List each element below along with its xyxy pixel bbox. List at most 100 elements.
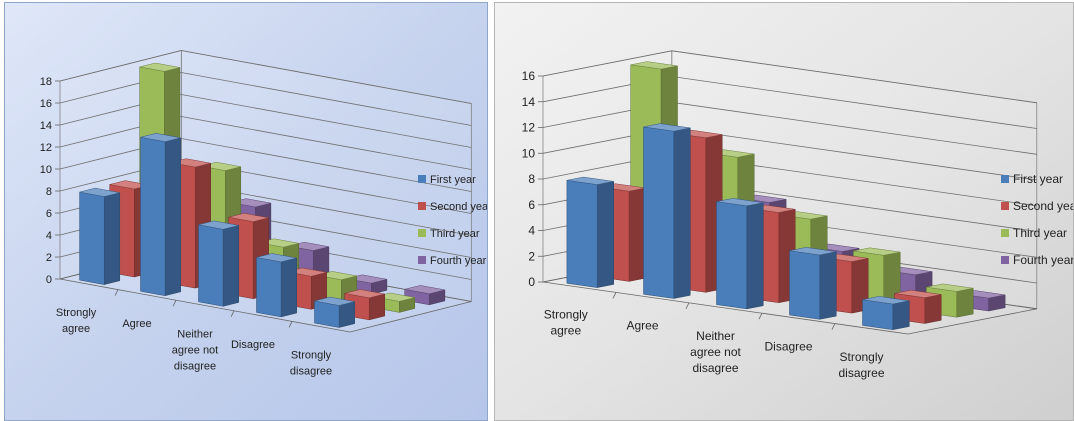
y-tick-label: 2 (528, 249, 535, 263)
legend-label: Fourth year (430, 255, 487, 267)
gridline (59, 138, 472, 192)
bar-side (746, 202, 764, 310)
y-tick-label: 10 (40, 164, 52, 176)
legend-swatch (418, 229, 426, 237)
x-tick-mark (230, 310, 235, 317)
bar-front (140, 136, 166, 296)
bar-side (628, 187, 646, 282)
x-category-label-line: disagree (838, 366, 884, 380)
x-category-label: Disagree (764, 339, 812, 353)
bar (256, 253, 297, 318)
bar-side (596, 181, 614, 288)
bar-side (280, 257, 297, 318)
legend-swatch (1001, 202, 1009, 210)
bar-side (956, 287, 974, 318)
x-tick-mark (685, 302, 690, 309)
bar-top (140, 133, 181, 142)
bar (566, 176, 614, 288)
x-category-label-line: Strongly (544, 308, 588, 322)
legend-label: Third year (1013, 226, 1067, 240)
y-tick-label: 12 (40, 142, 52, 154)
x-category-label: Agree (122, 318, 151, 330)
x-category-label-line: Strongly (291, 350, 332, 362)
legend-label: Third year (430, 228, 480, 240)
x-tick-mark (612, 292, 617, 299)
bar-top (630, 61, 678, 70)
legend-label: Second year (430, 201, 487, 213)
gridline (59, 116, 472, 170)
bar-side (673, 127, 691, 299)
gridline (542, 50, 1037, 104)
bar (344, 289, 385, 321)
x-category-label-line: Disagree (764, 339, 812, 353)
bar (140, 133, 181, 297)
y-tick-label: 0 (46, 274, 52, 286)
y-tick-label: 14 (40, 120, 52, 132)
x-tick-mark (831, 323, 836, 330)
x-category-label-line: agree (550, 324, 581, 338)
y-tick-label: 14 (522, 95, 536, 109)
x-category-label-line: Strongly (839, 350, 883, 364)
bar (198, 220, 239, 307)
x-category-label-line: agree not (172, 345, 218, 357)
bar-top (716, 198, 764, 207)
bar-side (338, 301, 355, 328)
x-category-label: Strongly agree (544, 308, 588, 338)
bar-front (566, 180, 598, 288)
bar-top (314, 296, 355, 306)
bar-side (924, 294, 942, 324)
bar-top (79, 187, 120, 197)
bar-side (892, 300, 910, 331)
x-tick-mark (172, 300, 177, 307)
x-category-label-line: agree not (690, 345, 741, 359)
x-category-label-line: disagree (174, 361, 216, 373)
bar-front (643, 126, 675, 299)
bar-top (198, 220, 239, 230)
bar-top (228, 213, 269, 222)
bar-top (894, 289, 942, 298)
x-category-label: Strongly disagree (290, 350, 332, 378)
bar-top (139, 62, 180, 72)
bar-top (862, 296, 910, 305)
y-tick-label: 10 (522, 146, 536, 160)
bar (643, 123, 691, 299)
y-tick-label: 12 (522, 121, 536, 135)
gridline (59, 50, 472, 104)
x-category-label: Strongly agree (56, 307, 97, 335)
chart-right-plot: 0 2 4 6 8 10 12 14 16 Strongly agree Agree Neither ag… (495, 3, 1073, 420)
legend-swatch (1001, 256, 1009, 264)
bar-side (164, 137, 181, 297)
bar-front (198, 224, 224, 307)
bar-side (103, 192, 121, 285)
legend-swatch (418, 256, 426, 264)
bar (862, 296, 910, 331)
bar-front (79, 191, 105, 285)
x-category-label: Neither agree not disagree (172, 329, 218, 373)
y-tick-label: 16 (40, 98, 52, 110)
x-category-label: Neither agree not disagree (690, 329, 741, 375)
x-category-label-line: Agree (626, 319, 658, 333)
chart-left-plot: 0 2 4 6 8 10 12 14 16 18 Strongly agree Agree Neither… (5, 3, 487, 420)
bar-side (222, 225, 239, 307)
x-category-label-line: Disagree (231, 339, 275, 351)
x-tick-mark (758, 313, 763, 320)
x-category-label-line: Neither (696, 329, 735, 343)
bar (314, 296, 355, 328)
y-tick-label: 4 (46, 230, 52, 242)
legend-swatch (1001, 175, 1009, 183)
bar-top (853, 247, 901, 256)
x-category-label-line: Agree (122, 318, 151, 330)
chart-right-panel: 0 2 4 6 8 10 12 14 16 Strongly agree Agree Neither ag… (494, 2, 1074, 421)
chart-left-panel: 0 2 4 6 8 10 12 14 16 18 Strongly agree Agree Neither… (4, 2, 488, 421)
y-tick-label: 0 (528, 275, 535, 289)
gridline (59, 94, 472, 148)
x-category-label: Agree (626, 319, 658, 333)
y-tick-label: 8 (46, 186, 52, 198)
legend-label: First year (430, 174, 476, 186)
y-tick-label: 8 (528, 172, 535, 186)
bar-top (789, 247, 837, 256)
y-tick-label: 18 (40, 76, 52, 88)
x-category-label: Disagree (231, 339, 275, 351)
x-tick-mark (288, 321, 293, 328)
